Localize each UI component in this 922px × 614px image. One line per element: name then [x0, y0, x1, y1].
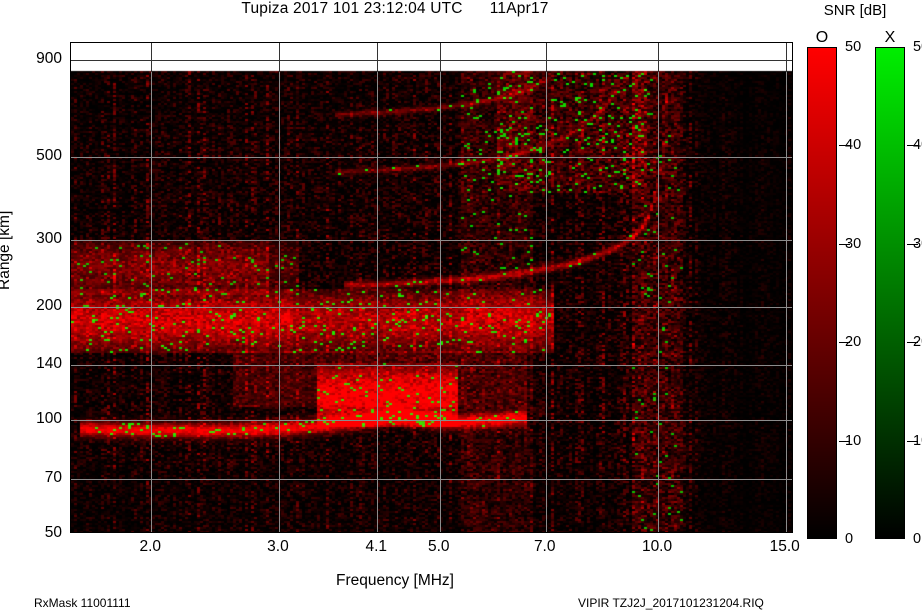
colorbar-tick-label: 10	[907, 433, 922, 449]
colorbar-tick-label: 40	[839, 137, 861, 153]
y-axis-title: Range [km]	[0, 210, 13, 290]
y-axis-labels: 50 70 100 140 200 300 500 900	[0, 42, 62, 541]
rxmask-label: RxMask 11001111	[34, 596, 131, 610]
colorbar-tick-mark	[907, 440, 918, 442]
colorbar-x-mode-label: X	[884, 29, 896, 46]
colorbar-x-ticks: 50 40 30 20 10 0	[905, 39, 922, 547]
colorbar-tick-label: 20	[839, 334, 861, 350]
colorbar-tick-label: 30	[907, 236, 922, 252]
y-tick-label: 200	[36, 296, 62, 314]
colorbar-title: SNR [dB]	[823, 2, 887, 19]
y-tick-label: 900	[36, 50, 62, 68]
colorbar-tick-label: 0	[913, 531, 922, 547]
colorbar-o-mode-label: O	[815, 29, 829, 46]
colorbar-tick-mark	[839, 145, 850, 147]
colorbar-tick-mark	[839, 243, 850, 245]
colorbar-tick-mark	[907, 243, 918, 245]
colorbar-x-gradient	[875, 47, 905, 539]
ionogram-heatmap	[71, 43, 792, 532]
x-tick-label: 7.0	[533, 538, 556, 555]
y-tick-label: 500	[36, 146, 62, 164]
x-tick-label: 3.0	[267, 538, 289, 555]
page-title: Tupiza 2017 101 23:12:04 UTC 11Apr17	[241, 0, 549, 17]
y-tick-label: 140	[36, 355, 62, 373]
x-tick-label: 10.0	[641, 538, 673, 555]
y-tick-label: 70	[44, 468, 62, 486]
colorbar-tick-label: 50	[913, 39, 922, 55]
x-tick-label: 15.0	[769, 538, 800, 555]
colorbar-tick-mark	[907, 342, 918, 344]
x-axis-labels: 2.0 3.0 4.1 5.0 7.0 10.0 15.0	[70, 538, 799, 562]
colorbar-tick-mark	[907, 145, 918, 147]
colorbar-tick-mark	[839, 440, 850, 442]
colorbar-tick-label: 50	[845, 39, 862, 55]
y-tick-label: 50	[44, 524, 62, 541]
y-tick-label: 100	[36, 410, 62, 428]
colorbar-tick-mark	[839, 342, 850, 344]
colorbar-tick-label: 0	[845, 531, 854, 547]
colorbar-tick-label: 10	[839, 433, 861, 449]
colorbar-tick-label: 20	[907, 334, 922, 350]
ionogram-plot	[70, 42, 793, 533]
x-tick-label: 4.1	[365, 538, 388, 555]
x-axis-title: Frequency [MHz]	[335, 572, 454, 589]
colorbar-o-ticks: 50 40 30 20 10 0	[837, 39, 871, 547]
ionogram-canvas-wrap	[71, 43, 792, 532]
vipir-file-label: VIPIR TZJ2J_2017101231204.RIQ	[578, 596, 764, 610]
colorbar-tick-label: 30	[839, 236, 861, 252]
colorbar-tick-label: 40	[907, 137, 922, 153]
y-tick-label: 300	[36, 230, 62, 248]
x-tick-label: 2.0	[139, 538, 162, 555]
colorbar-o-gradient	[807, 47, 837, 539]
x-tick-label: 5.0	[428, 538, 450, 555]
colorbar-area: SNR [dB] O 50 40 30 20 10 0 X 50 40 30 20 10 0	[795, 0, 922, 560]
